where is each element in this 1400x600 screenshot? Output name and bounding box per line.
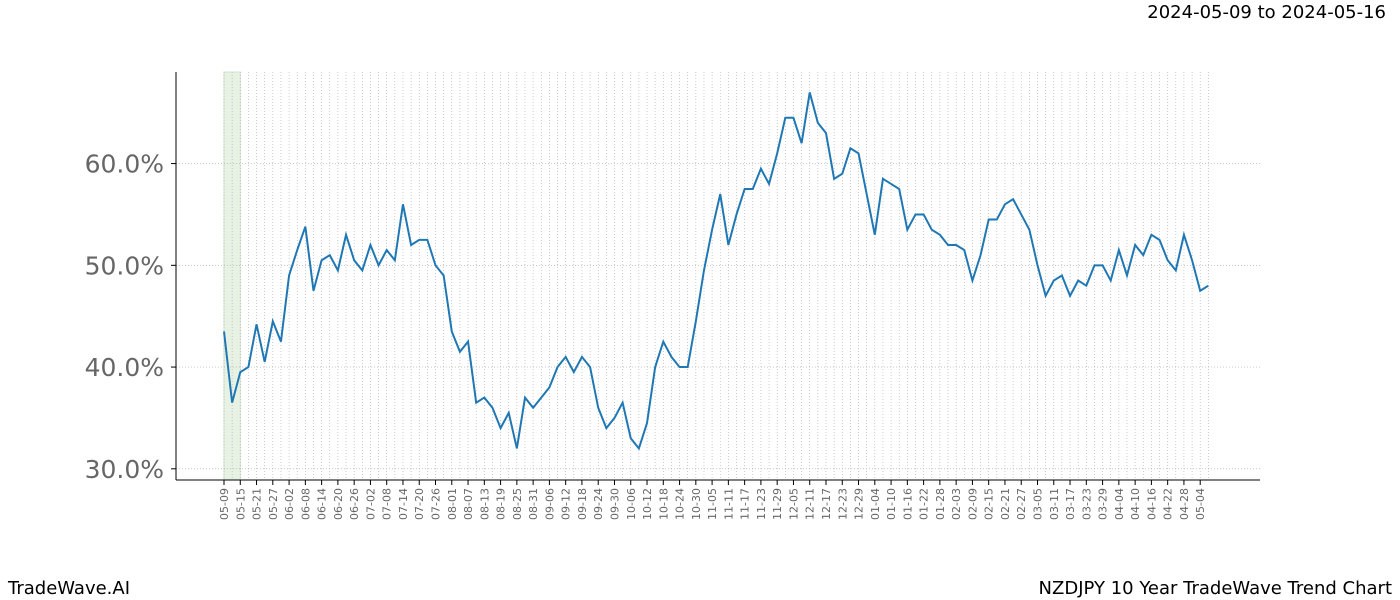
x-tick-label: 09-24 (592, 488, 605, 520)
x-tick-label: 08-07 (462, 488, 475, 520)
trend-line (223, 92, 1209, 451)
x-tick-label: 09-06 (543, 488, 556, 520)
x-tick-label: 08-13 (478, 488, 491, 520)
x-tick-label: 05-21 (251, 488, 264, 520)
x-tick-label: 11-23 (755, 488, 768, 520)
y-tick-label: 40.0% (85, 353, 164, 382)
x-tick-label: 06-08 (299, 488, 312, 520)
x-tick-label: 02-09 (966, 488, 979, 520)
x-tick-label: 03-05 (1032, 488, 1045, 520)
x-tick-label: 10-12 (641, 488, 654, 520)
x-tick-label: 10-18 (657, 488, 670, 520)
x-tick-label: 12-29 (853, 488, 866, 520)
x-tick-label: 06-26 (348, 488, 361, 520)
x-tick-label: 07-08 (381, 488, 394, 520)
x-tick-label: 08-31 (527, 488, 540, 520)
x-tick-label: 03-23 (1080, 488, 1093, 520)
x-tick-label: 01-04 (869, 488, 882, 520)
x-tick-label: 11-29 (771, 488, 784, 520)
brand: TradeWave.AI (7, 578, 130, 599)
x-tick-label: 03-17 (1064, 488, 1077, 520)
x-tick-label: 08-25 (511, 488, 524, 520)
x-tick-label: 09-12 (560, 488, 573, 520)
x-tick-label: 03-11 (1048, 488, 1061, 520)
y-tick-label: 60.0% (85, 150, 164, 179)
x-tick-label: 02-15 (983, 488, 996, 520)
y-tick-label: 50.0% (85, 251, 164, 280)
x-tick-label: 11-17 (739, 488, 752, 520)
x-tick-label: 05-15 (234, 488, 247, 520)
x-tick-label: 05-04 (1194, 488, 1207, 520)
x-tick-label: 01-16 (901, 488, 914, 520)
x-tick-label: 10-06 (625, 488, 638, 520)
y-tick-label: 30.0% (85, 455, 164, 484)
x-tick-label: 04-28 (1178, 488, 1191, 520)
x-tick-label: 10-24 (674, 488, 687, 520)
x-tick-label: 07-14 (397, 488, 410, 520)
x-tick-label: 07-20 (413, 488, 426, 520)
x-tick-label: 06-20 (332, 488, 345, 520)
x-tick-label: 04-10 (1129, 488, 1142, 520)
x-tick-label: 10-30 (690, 488, 703, 520)
x-tick-label: 12-23 (836, 488, 849, 520)
x-tick-label: 02-03 (950, 488, 963, 520)
x-tick-label: 11-05 (706, 488, 719, 520)
x-tick-label: 06-02 (283, 488, 296, 520)
x-tick-label: 08-19 (495, 488, 508, 520)
x-tick-label: 01-28 (934, 488, 947, 520)
x-tick-label: 04-22 (1162, 488, 1175, 520)
x-tick-label: 08-01 (446, 488, 459, 520)
x-tick-label: 01-22 (918, 488, 931, 520)
x-tick-label: 07-02 (364, 488, 377, 520)
x-tick-label: 05-09 (218, 488, 231, 520)
x-tick-label: 03-29 (1097, 488, 1110, 520)
x-tick-label: 04-16 (1145, 488, 1158, 520)
x-tick-label: 05-27 (267, 488, 280, 520)
x-tick-label: 06-14 (316, 488, 329, 520)
x-tick-label: 02-21 (999, 488, 1012, 520)
chart-title: NZDJPY 10 Year TradeWave Trend Chart (1039, 578, 1392, 599)
x-tick-label: 09-30 (608, 488, 621, 520)
x-tick-label: 07-26 (430, 488, 443, 520)
date-range: 2024-05-09 to 2024-05-16 (1147, 2, 1386, 23)
x-tick-label: 11-11 (722, 488, 735, 520)
x-tick-label: 12-05 (787, 488, 800, 520)
x-tick-label: 02-27 (1015, 488, 1028, 520)
x-tick-label: 12-17 (820, 488, 833, 520)
x-tick-label: 04-04 (1113, 488, 1126, 520)
x-tick-label: 12-11 (804, 488, 817, 520)
x-tick-label: 09-18 (576, 488, 589, 520)
x-tick-label: 01-10 (885, 488, 898, 520)
